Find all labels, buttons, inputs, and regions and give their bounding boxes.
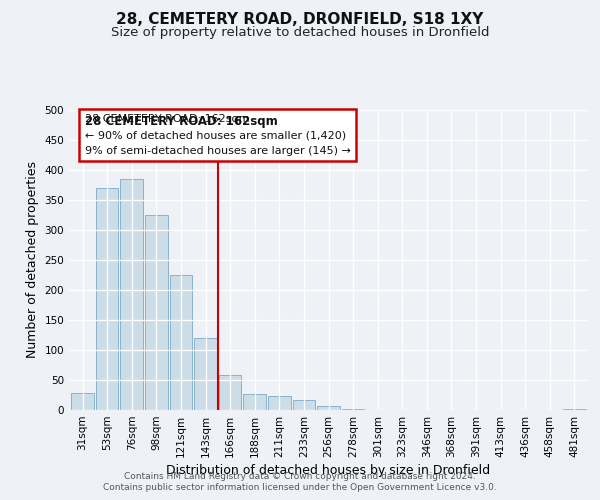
Bar	[317, 406, 340, 410]
Bar	[145, 215, 167, 410]
Bar	[563, 409, 586, 410]
Text: Contains HM Land Registry data © Crown copyright and database right 2024.: Contains HM Land Registry data © Crown c…	[124, 472, 476, 481]
Y-axis label: Number of detached properties: Number of detached properties	[26, 162, 39, 358]
Bar	[268, 396, 290, 410]
X-axis label: Distribution of detached houses by size in Dronfield: Distribution of detached houses by size …	[166, 464, 491, 477]
Text: 28 CEMETERY ROAD: 162sqm
← 90% of detached houses are smaller (1,420)
9% of semi: 28 CEMETERY ROAD: 162sqm ← 90% of detach…	[85, 114, 350, 156]
Bar	[293, 400, 315, 410]
Bar	[170, 275, 192, 410]
Text: Size of property relative to detached houses in Dronfield: Size of property relative to detached ho…	[111, 26, 489, 39]
Bar	[121, 179, 143, 410]
Bar	[71, 393, 94, 410]
Bar	[194, 338, 217, 410]
Text: 28 CEMETERY ROAD: 162sqm: 28 CEMETERY ROAD: 162sqm	[85, 114, 277, 128]
Bar	[96, 188, 118, 410]
Bar	[219, 375, 241, 410]
Bar	[244, 394, 266, 410]
Text: Contains public sector information licensed under the Open Government Licence v3: Contains public sector information licen…	[103, 483, 497, 492]
Text: 28, CEMETERY ROAD, DRONFIELD, S18 1XY: 28, CEMETERY ROAD, DRONFIELD, S18 1XY	[116, 12, 484, 28]
